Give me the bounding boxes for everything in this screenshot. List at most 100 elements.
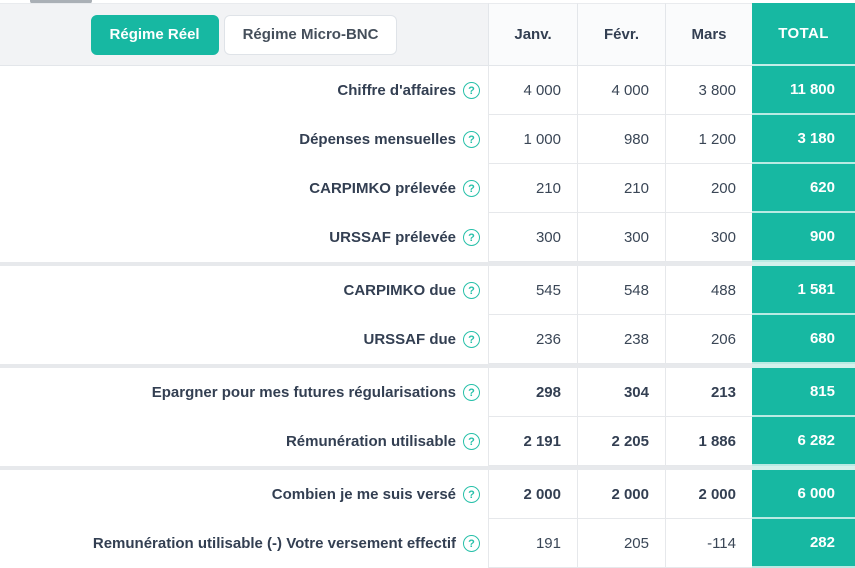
table-header-row: Régime Réel Régime Micro-BNC Janv. Févr.… bbox=[0, 3, 855, 66]
help-icon[interactable]: ? bbox=[463, 131, 480, 148]
cell-janv: 191 bbox=[488, 519, 577, 568]
cell-total: 282 bbox=[752, 519, 855, 568]
cell-fevr: 4 000 bbox=[577, 66, 665, 115]
table-row: Combien je me suis versé ? 2 000 2 000 2… bbox=[0, 470, 855, 519]
row-label-cell: Remunération utilisable (-) Votre versem… bbox=[0, 519, 488, 568]
cell-total: 620 bbox=[752, 164, 855, 213]
group-separator-left bbox=[0, 466, 752, 470]
cell-mars: 488 bbox=[665, 266, 752, 315]
help-icon[interactable]: ? bbox=[463, 384, 480, 401]
row-label-cell: Combien je me suis versé ? bbox=[0, 470, 488, 519]
group-separator bbox=[0, 262, 855, 266]
help-icon[interactable]: ? bbox=[463, 82, 480, 99]
help-icon[interactable]: ? bbox=[463, 282, 480, 299]
help-icon[interactable]: ? bbox=[463, 180, 480, 197]
row-label-cell: Epargner pour mes futures régularisation… bbox=[0, 368, 488, 417]
cell-mars: 1 886 bbox=[665, 417, 752, 466]
column-header-fevr: Févr. bbox=[577, 3, 665, 66]
row-label: CARPIMKO due bbox=[343, 282, 457, 299]
table-row: Epargner pour mes futures régularisation… bbox=[0, 368, 855, 417]
cell-janv: 210 bbox=[488, 164, 577, 213]
cell-janv: 4 000 bbox=[488, 66, 577, 115]
row-label-cell: Chiffre d'affaires ? bbox=[0, 66, 488, 115]
cell-mars: 300 bbox=[665, 213, 752, 262]
row-label: Dépenses mensuelles bbox=[299, 131, 456, 148]
group-separator-right bbox=[752, 262, 855, 266]
cell-mars: 3 800 bbox=[665, 66, 752, 115]
row-label: Chiffre d'affaires bbox=[337, 82, 456, 99]
help-icon[interactable]: ? bbox=[463, 229, 480, 246]
group-separator bbox=[0, 364, 855, 368]
help-icon[interactable]: ? bbox=[463, 433, 480, 450]
table-row: URSSAF due ? 236 238 206 680 bbox=[0, 315, 855, 364]
table-row: Remunération utilisable (-) Votre versem… bbox=[0, 519, 855, 568]
row-label-cell: URSSAF prélevée ? bbox=[0, 213, 488, 262]
cell-janv: 2 191 bbox=[488, 417, 577, 466]
cell-total: 6 000 bbox=[752, 470, 855, 519]
row-label: Epargner pour mes futures régularisation… bbox=[151, 384, 456, 401]
regime-toggle: Régime Réel Régime Micro-BNC bbox=[0, 3, 488, 66]
scrollbar-fragment bbox=[30, 0, 92, 4]
group-separator-left bbox=[0, 364, 752, 368]
row-label: URSSAF due bbox=[363, 331, 456, 348]
cell-total: 3 180 bbox=[752, 115, 855, 164]
table-row: URSSAF prélevée ? 300 300 300 900 bbox=[0, 213, 855, 262]
table-row: CARPIMKO due ? 545 548 488 1 581 bbox=[0, 266, 855, 315]
cell-janv: 300 bbox=[488, 213, 577, 262]
cell-janv: 545 bbox=[488, 266, 577, 315]
cell-total: 1 581 bbox=[752, 266, 855, 315]
column-header-mars: Mars bbox=[665, 3, 752, 66]
cell-fevr: 980 bbox=[577, 115, 665, 164]
table-row: Rémunération utilisable ? 2 191 2 205 1 … bbox=[0, 417, 855, 466]
regime-reel-button[interactable]: Régime Réel bbox=[90, 14, 219, 55]
cell-fevr: 2 000 bbox=[577, 470, 665, 519]
row-label-cell: CARPIMKO due ? bbox=[0, 266, 488, 315]
row-label: URSSAF prélevée bbox=[329, 229, 456, 246]
regime-micro-bnc-button[interactable]: Régime Micro-BNC bbox=[223, 14, 398, 55]
cell-total: 815 bbox=[752, 368, 855, 417]
row-label: CARPIMKO prélevée bbox=[309, 180, 456, 197]
cell-mars: -114 bbox=[665, 519, 752, 568]
group-separator bbox=[0, 466, 855, 470]
cell-total: 6 282 bbox=[752, 417, 855, 466]
cell-mars: 206 bbox=[665, 315, 752, 364]
cell-fevr: 300 bbox=[577, 213, 665, 262]
table-row: Dépenses mensuelles ? 1 000 980 1 200 3 … bbox=[0, 115, 855, 164]
cell-fevr: 304 bbox=[577, 368, 665, 417]
column-header-janv: Janv. bbox=[488, 3, 577, 66]
cell-mars: 2 000 bbox=[665, 470, 752, 519]
cell-fevr: 548 bbox=[577, 266, 665, 315]
row-label: Remunération utilisable (-) Votre versem… bbox=[92, 535, 456, 552]
row-label-cell: Rémunération utilisable ? bbox=[0, 417, 488, 466]
row-label-cell: Dépenses mensuelles ? bbox=[0, 115, 488, 164]
cell-janv: 236 bbox=[488, 315, 577, 364]
cell-fevr: 205 bbox=[577, 519, 665, 568]
row-label: Combien je me suis versé bbox=[271, 486, 456, 503]
column-header-total: TOTAL bbox=[752, 3, 855, 66]
cell-total: 680 bbox=[752, 315, 855, 364]
cell-mars: 213 bbox=[665, 368, 752, 417]
help-icon[interactable]: ? bbox=[463, 331, 480, 348]
cell-mars: 1 200 bbox=[665, 115, 752, 164]
cell-janv: 298 bbox=[488, 368, 577, 417]
table-row: Chiffre d'affaires ? 4 000 4 000 3 800 1… bbox=[0, 66, 855, 115]
cell-total: 900 bbox=[752, 213, 855, 262]
help-icon[interactable]: ? bbox=[463, 486, 480, 503]
table-body: Chiffre d'affaires ? 4 000 4 000 3 800 1… bbox=[0, 66, 855, 568]
row-label-cell: URSSAF due ? bbox=[0, 315, 488, 364]
group-separator-left bbox=[0, 262, 752, 266]
cell-fevr: 238 bbox=[577, 315, 665, 364]
group-separator-right bbox=[752, 364, 855, 368]
cell-fevr: 210 bbox=[577, 164, 665, 213]
cell-total: 11 800 bbox=[752, 66, 855, 115]
row-label-cell: CARPIMKO prélevée ? bbox=[0, 164, 488, 213]
row-label: Rémunération utilisable bbox=[285, 433, 456, 450]
table-row: CARPIMKO prélevée ? 210 210 200 620 bbox=[0, 164, 855, 213]
cell-mars: 200 bbox=[665, 164, 752, 213]
cell-janv: 1 000 bbox=[488, 115, 577, 164]
group-separator-right bbox=[752, 466, 855, 470]
simulation-table: Régime Réel Régime Micro-BNC Janv. Févr.… bbox=[0, 3, 855, 568]
cell-janv: 2 000 bbox=[488, 470, 577, 519]
help-icon[interactable]: ? bbox=[463, 535, 480, 552]
cell-fevr: 2 205 bbox=[577, 417, 665, 466]
